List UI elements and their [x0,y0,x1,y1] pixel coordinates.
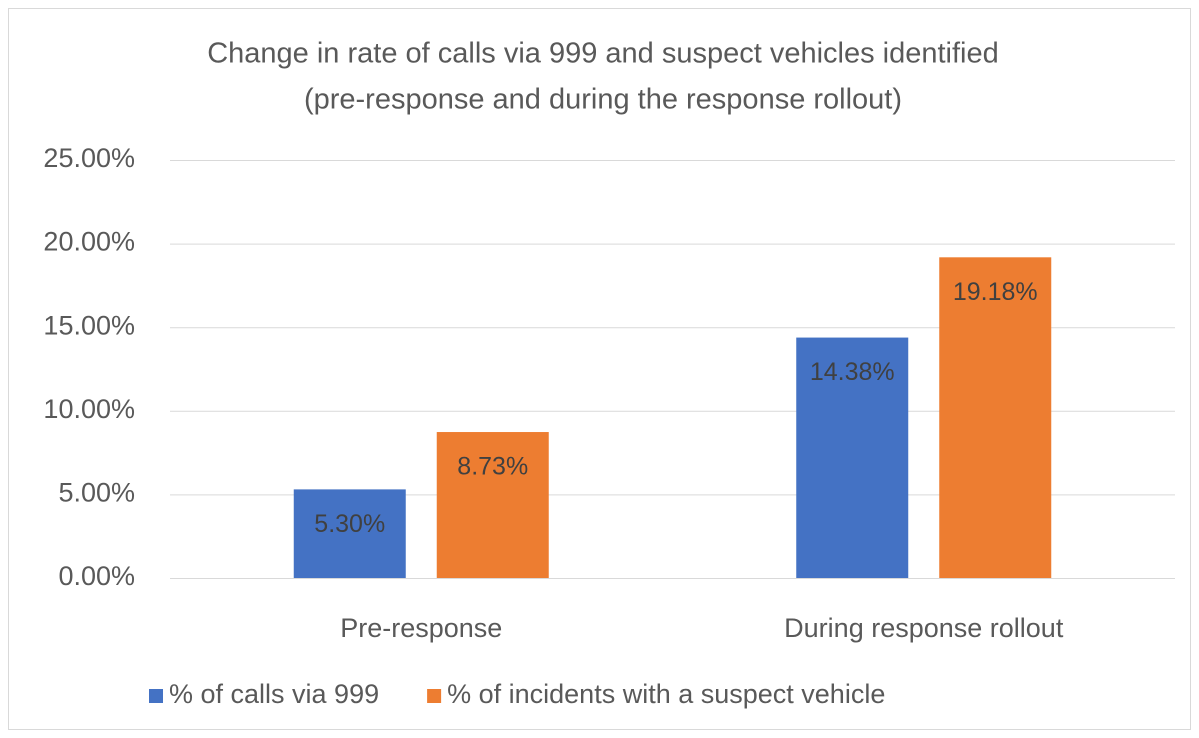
legend-label: % of calls via 999 [169,679,379,709]
legend-label: % of incidents with a suspect vehicle [447,679,885,709]
y-tick-label: 10.00% [43,394,135,424]
bar [436,432,549,578]
bar [796,337,909,578]
y-tick-label: 5.00% [58,478,135,508]
bar [939,257,1052,578]
y-tick-label: 20.00% [43,227,135,257]
value-label: 8.73% [457,453,528,481]
value-label: 14.38% [810,358,895,386]
legend-swatch [149,689,163,703]
legend-swatch [427,689,442,703]
chart-title: Change in rate of calls via 999 and susp… [207,38,999,70]
y-tick-label: 15.00% [43,310,135,340]
value-label: 19.18% [953,278,1038,306]
y-tick-label: 0.00% [58,561,135,591]
chart-title: (pre-response and during the response ro… [304,84,902,116]
x-tick-label: During response rollout [784,613,1064,643]
x-tick-label: Pre-response [340,613,502,643]
y-tick-label: 25.00% [43,143,135,173]
value-label: 5.30% [314,510,385,538]
bar [293,489,406,578]
